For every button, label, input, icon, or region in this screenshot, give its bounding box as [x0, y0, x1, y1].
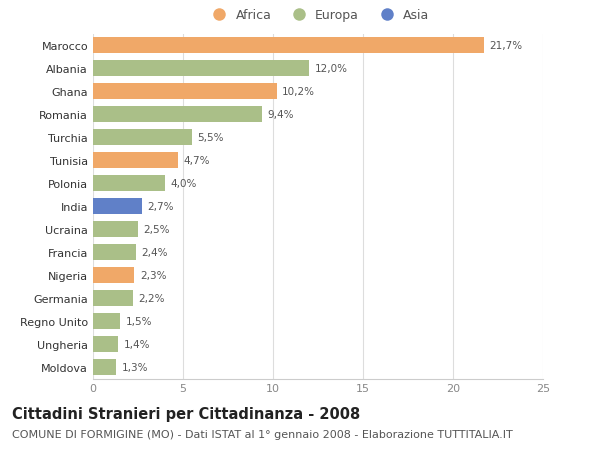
Bar	[93, 336, 118, 353]
Text: 4,7%: 4,7%	[183, 156, 209, 166]
Text: 1,5%: 1,5%	[125, 316, 152, 326]
Legend: Africa, Europa, Asia: Africa, Europa, Asia	[205, 7, 431, 25]
Text: 2,7%: 2,7%	[147, 202, 173, 212]
Bar	[93, 267, 134, 283]
Bar	[93, 313, 120, 330]
Text: 2,5%: 2,5%	[143, 224, 170, 235]
Text: 2,3%: 2,3%	[140, 270, 166, 280]
Bar	[93, 152, 178, 168]
Text: 10,2%: 10,2%	[282, 87, 315, 97]
Bar	[93, 198, 142, 214]
Text: Cittadini Stranieri per Cittadinanza - 2008: Cittadini Stranieri per Cittadinanza - 2…	[12, 406, 360, 421]
Bar	[93, 38, 484, 54]
Bar	[93, 221, 138, 237]
Text: 2,4%: 2,4%	[142, 247, 168, 257]
Text: COMUNE DI FORMIGINE (MO) - Dati ISTAT al 1° gennaio 2008 - Elaborazione TUTTITAL: COMUNE DI FORMIGINE (MO) - Dati ISTAT al…	[12, 429, 513, 439]
Bar	[93, 244, 136, 260]
Text: 1,4%: 1,4%	[124, 339, 150, 349]
Bar	[93, 61, 309, 77]
Bar	[93, 290, 133, 307]
Text: 2,2%: 2,2%	[138, 293, 164, 303]
Bar	[93, 107, 262, 123]
Text: 9,4%: 9,4%	[268, 110, 294, 120]
Text: 12,0%: 12,0%	[314, 64, 347, 74]
Bar	[93, 84, 277, 100]
Text: 21,7%: 21,7%	[489, 41, 522, 51]
Bar	[93, 175, 165, 191]
Text: 4,0%: 4,0%	[170, 179, 197, 189]
Bar	[93, 359, 116, 375]
Bar	[93, 130, 192, 146]
Text: 1,3%: 1,3%	[122, 362, 148, 372]
Text: 5,5%: 5,5%	[197, 133, 224, 143]
